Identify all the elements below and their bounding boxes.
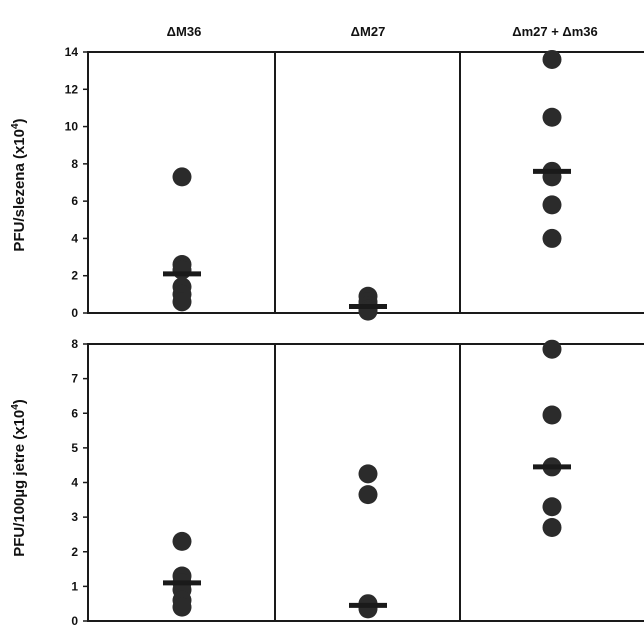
liver-y-tick-label: 5 [71,441,78,455]
spleen-point-dm36 [172,292,192,312]
liver-y-tick-label: 2 [71,545,78,559]
spleen-y-tick-label: 8 [71,157,78,171]
spleen-panel: 0 2 4 6 8 10 12 14 [65,45,644,321]
spleen-y-tick-label: 12 [65,82,79,96]
spleen-point-double-mutant [542,107,562,127]
y-axis-label-liver: PFU/100µg jetre (x104) [10,399,28,557]
liver-point-double-mutant [542,497,562,517]
spleen-y-tick-label: 10 [65,120,79,134]
column-title-dm36: ΔM36 [167,24,202,39]
liver-point-double-mutant [542,405,562,425]
column-titles: ΔM36 ΔM27 Δm27 + Δm36 [167,24,598,39]
y-axis-label-liver-text: PFU/100µg jetre (x10 [11,410,28,557]
spleen-y-tick-label: 2 [71,269,78,283]
spleen-point-dm36 [172,260,192,280]
liver-y-tick-label: 0 [71,614,78,625]
spleen-point-double-mutant [542,195,562,215]
spleen-point-double-mutant [542,49,562,69]
liver-y-tick-label: 4 [71,476,78,490]
column-title-dm27: ΔM27 [351,24,386,39]
liver-y-tick-label: 7 [71,372,78,386]
spleen-point-double-mutant [542,228,562,248]
y-axis-label-spleen: PFU/slezena (x104) [10,118,28,251]
liver-point-dm36 [172,597,192,617]
y-axis-label-spleen-close: ) [11,118,28,123]
liver-y-tick-label: 8 [71,337,78,351]
liver-point-dm27 [358,599,378,619]
y-axis-label-spleen-text: PFU/slezena (x10 [11,129,28,252]
liver-point-double-mutant [542,339,562,359]
liver-panel: 0 1 2 3 4 5 6 7 8 [71,337,644,625]
y-axis-label-liver-close: ) [11,399,28,404]
liver-y-tick-label: 1 [71,579,78,593]
spleen-point-dm36 [172,167,192,187]
liver-y-tick-label: 3 [71,510,78,524]
spleen-y-tick-label: 4 [71,231,78,245]
spleen-y-tick-label: 6 [71,194,78,208]
liver-point-dm36 [172,531,192,551]
liver-point-double-mutant [542,518,562,538]
y-axis-label-liver-exp: 4 [10,404,21,410]
column-title-double-mutant: Δm27 + Δm36 [512,24,598,39]
y-axis-label-spleen-exp: 4 [10,123,21,129]
liver-point-dm27 [358,485,378,505]
spleen-y-tick-label: 0 [71,306,78,320]
spleen-y-tick-label: 14 [65,45,79,59]
liver-point-dm27 [358,464,378,484]
liver-y-tick-label: 6 [71,406,78,420]
